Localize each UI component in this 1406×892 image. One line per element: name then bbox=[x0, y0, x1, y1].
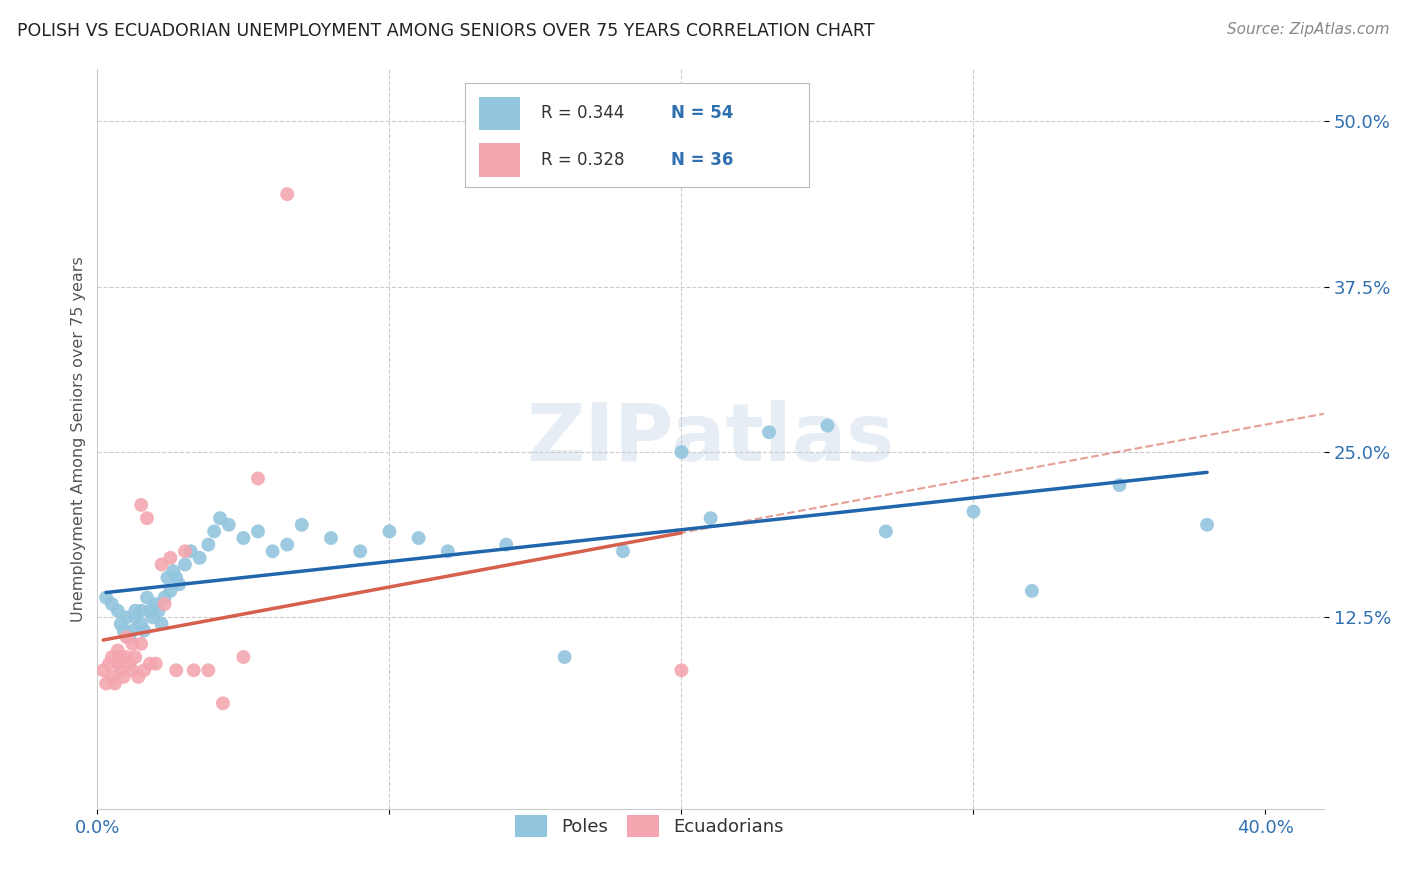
Point bbox=[139, 604, 162, 618]
Point bbox=[121, 637, 143, 651]
Point bbox=[101, 650, 124, 665]
Point bbox=[118, 630, 141, 644]
Point bbox=[699, 511, 721, 525]
Point bbox=[107, 604, 129, 618]
Point bbox=[153, 591, 176, 605]
Point bbox=[150, 558, 173, 572]
Point bbox=[817, 418, 839, 433]
Point bbox=[136, 511, 159, 525]
Point bbox=[129, 637, 152, 651]
Point bbox=[208, 511, 231, 525]
Point bbox=[671, 445, 693, 459]
Point bbox=[110, 663, 132, 677]
Point bbox=[124, 610, 146, 624]
Point bbox=[167, 577, 190, 591]
Point bbox=[110, 617, 132, 632]
Point bbox=[408, 531, 430, 545]
Point bbox=[121, 663, 143, 677]
Point bbox=[246, 524, 269, 539]
Point bbox=[127, 670, 149, 684]
Point bbox=[107, 643, 129, 657]
Point bbox=[183, 663, 205, 677]
Point bbox=[165, 663, 187, 677]
Point bbox=[129, 617, 152, 632]
Point bbox=[150, 617, 173, 632]
Point bbox=[246, 471, 269, 485]
Point bbox=[276, 187, 298, 202]
Y-axis label: Unemployment Among Seniors over 75 years: Unemployment Among Seniors over 75 years bbox=[72, 256, 86, 622]
Point bbox=[101, 670, 124, 684]
Point bbox=[94, 676, 117, 690]
Point bbox=[124, 604, 146, 618]
Point bbox=[145, 597, 167, 611]
Point bbox=[115, 650, 138, 665]
Point bbox=[1108, 478, 1130, 492]
Point bbox=[121, 624, 143, 638]
Point bbox=[875, 524, 897, 539]
Point bbox=[145, 657, 167, 671]
Point bbox=[112, 624, 135, 638]
Point bbox=[124, 650, 146, 665]
Point bbox=[276, 538, 298, 552]
Point bbox=[142, 610, 165, 624]
Text: ZIPatlas: ZIPatlas bbox=[526, 400, 894, 478]
Point bbox=[118, 657, 141, 671]
Point bbox=[98, 657, 121, 671]
Point bbox=[156, 571, 179, 585]
Text: Source: ZipAtlas.com: Source: ZipAtlas.com bbox=[1226, 22, 1389, 37]
Point bbox=[101, 597, 124, 611]
Point bbox=[159, 583, 181, 598]
Point bbox=[232, 531, 254, 545]
Point bbox=[554, 650, 576, 665]
Point bbox=[104, 676, 127, 690]
Point bbox=[174, 558, 197, 572]
Point bbox=[159, 550, 181, 565]
Point bbox=[349, 544, 371, 558]
Point bbox=[136, 591, 159, 605]
Point bbox=[115, 630, 138, 644]
Text: POLISH VS ECUADORIAN UNEMPLOYMENT AMONG SENIORS OVER 75 YEARS CORRELATION CHART: POLISH VS ECUADORIAN UNEMPLOYMENT AMONG … bbox=[17, 22, 875, 40]
Point bbox=[671, 663, 693, 677]
Point bbox=[94, 591, 117, 605]
Point bbox=[197, 538, 219, 552]
Point bbox=[107, 657, 129, 671]
Point bbox=[436, 544, 458, 558]
Point bbox=[378, 524, 401, 539]
Point bbox=[962, 505, 984, 519]
Point bbox=[758, 425, 780, 440]
Point bbox=[495, 538, 517, 552]
Point bbox=[212, 696, 235, 710]
Point bbox=[1197, 517, 1219, 532]
Point bbox=[129, 604, 152, 618]
Point bbox=[162, 564, 184, 578]
Point bbox=[180, 544, 202, 558]
Point bbox=[197, 663, 219, 677]
Point bbox=[262, 544, 284, 558]
Point bbox=[132, 663, 155, 677]
Point bbox=[112, 670, 135, 684]
Point bbox=[148, 604, 170, 618]
Point bbox=[165, 571, 187, 585]
Point bbox=[115, 610, 138, 624]
Point bbox=[612, 544, 634, 558]
Point bbox=[202, 524, 225, 539]
Point bbox=[153, 597, 176, 611]
Point bbox=[1021, 583, 1043, 598]
Point bbox=[319, 531, 342, 545]
Point bbox=[188, 550, 211, 565]
Point bbox=[132, 624, 155, 638]
Point bbox=[232, 650, 254, 665]
Point bbox=[110, 650, 132, 665]
Point bbox=[218, 517, 240, 532]
Point bbox=[174, 544, 197, 558]
Point bbox=[129, 498, 152, 512]
Point bbox=[291, 517, 314, 532]
Point bbox=[139, 657, 162, 671]
Legend: Poles, Ecuadorians: Poles, Ecuadorians bbox=[508, 808, 792, 845]
Point bbox=[91, 663, 114, 677]
